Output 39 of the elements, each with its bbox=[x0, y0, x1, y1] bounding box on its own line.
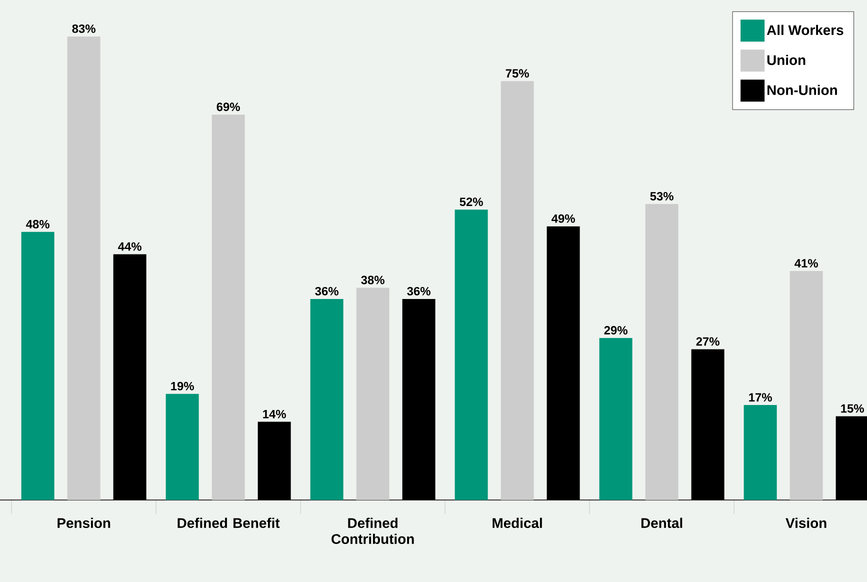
bar bbox=[310, 298, 344, 500]
legend-label: All Workers bbox=[766, 24, 844, 36]
bar bbox=[21, 232, 54, 500]
data-label: 29% bbox=[604, 326, 628, 335]
bar bbox=[454, 210, 488, 500]
data-label: 27% bbox=[696, 337, 720, 346]
data-label: 49% bbox=[552, 214, 575, 223]
data-label: 14% bbox=[263, 410, 286, 418]
data-label: 75% bbox=[506, 69, 529, 78]
data-label: 17% bbox=[749, 393, 772, 402]
bar bbox=[599, 338, 632, 500]
legend-label: Union bbox=[767, 54, 806, 66]
data-label: 36% bbox=[407, 286, 430, 296]
bar bbox=[67, 36, 100, 500]
bar bbox=[744, 405, 777, 500]
data-label: 69% bbox=[216, 102, 240, 112]
legend-label: Non-Union bbox=[767, 84, 837, 96]
data-label: 53% bbox=[650, 192, 674, 200]
bar bbox=[166, 394, 199, 500]
data-label: 15% bbox=[841, 404, 864, 413]
data-label: 38% bbox=[361, 276, 384, 284]
x-tick-label: Pension bbox=[58, 518, 110, 528]
bar bbox=[212, 114, 245, 500]
data-label: 19% bbox=[171, 382, 194, 390]
bar bbox=[645, 204, 678, 500]
bar bbox=[790, 271, 823, 500]
bar bbox=[500, 81, 534, 500]
data-label: 36% bbox=[315, 286, 338, 296]
x-tick-label: Defined Benefit bbox=[178, 518, 280, 528]
x-tick-label: Dental bbox=[641, 518, 682, 528]
x-tick-label: Vision bbox=[786, 518, 826, 528]
x-tick-label: Defined Contribution bbox=[332, 518, 414, 544]
bar bbox=[356, 288, 390, 500]
data-label: 83% bbox=[72, 24, 96, 33]
data-label: 44% bbox=[118, 242, 142, 251]
data-label: 48% bbox=[26, 220, 50, 228]
data-label: 52% bbox=[460, 198, 483, 206]
data-label: 41% bbox=[794, 259, 818, 268]
x-tick-label: Medical bbox=[492, 518, 542, 528]
